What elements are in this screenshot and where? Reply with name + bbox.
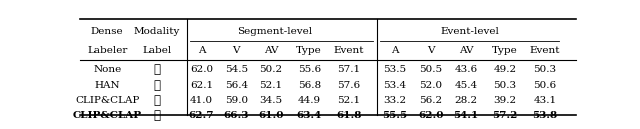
Text: 52.1: 52.1 <box>259 80 282 90</box>
Text: Labeler: Labeler <box>87 46 127 55</box>
Text: 53.5: 53.5 <box>383 65 406 74</box>
Text: 56.4: 56.4 <box>225 80 248 90</box>
Text: 45.4: 45.4 <box>454 80 477 90</box>
Text: 41.0: 41.0 <box>190 96 213 105</box>
Text: ✔: ✔ <box>154 109 161 122</box>
Text: 52.1: 52.1 <box>337 96 360 105</box>
Text: 50.3: 50.3 <box>533 65 556 74</box>
Text: ✔: ✔ <box>154 63 161 76</box>
Text: 61.8: 61.8 <box>336 111 362 120</box>
Text: 54.5: 54.5 <box>225 65 248 74</box>
Text: 62.0: 62.0 <box>190 65 213 74</box>
Text: CLIP&CLAP: CLIP&CLAP <box>73 111 142 120</box>
Text: Event: Event <box>333 46 364 55</box>
Text: V: V <box>232 46 240 55</box>
Text: Event-level: Event-level <box>440 27 499 36</box>
Text: CLIP&CLAP: CLIP&CLAP <box>75 96 140 105</box>
Text: 61.0: 61.0 <box>258 111 284 120</box>
Text: 44.9: 44.9 <box>298 96 321 105</box>
Text: 49.2: 49.2 <box>493 65 516 74</box>
Text: 54.1: 54.1 <box>453 111 479 120</box>
Text: 57.1: 57.1 <box>337 65 360 74</box>
Text: 33.2: 33.2 <box>383 96 406 105</box>
Text: 50.3: 50.3 <box>493 80 516 90</box>
Text: 56.2: 56.2 <box>419 96 442 105</box>
Text: 34.5: 34.5 <box>259 96 282 105</box>
Text: HAN: HAN <box>95 80 120 90</box>
Text: 62.0: 62.0 <box>418 111 444 120</box>
Text: 28.2: 28.2 <box>454 96 477 105</box>
Text: 62.7: 62.7 <box>189 111 214 120</box>
Text: ✔: ✔ <box>154 79 161 91</box>
Text: V: V <box>427 46 435 55</box>
Text: 50.6: 50.6 <box>533 80 556 90</box>
Text: Segment-level: Segment-level <box>237 27 313 36</box>
Text: Type: Type <box>296 46 322 55</box>
Text: 59.0: 59.0 <box>225 96 248 105</box>
Text: Label: Label <box>142 46 172 55</box>
Text: Event: Event <box>529 46 560 55</box>
Text: A: A <box>391 46 399 55</box>
Text: 55.6: 55.6 <box>298 65 321 74</box>
Text: 50.5: 50.5 <box>419 65 442 74</box>
Text: A: A <box>198 46 205 55</box>
Text: 62.1: 62.1 <box>190 80 213 90</box>
Text: AV: AV <box>459 46 473 55</box>
Text: 53.8: 53.8 <box>532 111 557 120</box>
Text: Dense: Dense <box>91 27 124 36</box>
Text: 50.2: 50.2 <box>259 65 282 74</box>
Text: ✘: ✘ <box>154 94 161 107</box>
Text: Modality: Modality <box>134 27 180 36</box>
Text: AV: AV <box>264 46 278 55</box>
Text: 53.4: 53.4 <box>383 80 406 90</box>
Text: 57.6: 57.6 <box>337 80 360 90</box>
Text: 66.3: 66.3 <box>223 111 249 120</box>
Text: 39.2: 39.2 <box>493 96 516 105</box>
Text: 63.4: 63.4 <box>296 111 322 120</box>
Text: 43.1: 43.1 <box>533 96 556 105</box>
Text: None: None <box>93 65 122 74</box>
Text: 56.8: 56.8 <box>298 80 321 90</box>
Text: 52.0: 52.0 <box>419 80 442 90</box>
Text: Type: Type <box>492 46 518 55</box>
Text: 43.6: 43.6 <box>454 65 477 74</box>
Text: 55.5: 55.5 <box>382 111 408 120</box>
Text: 57.2: 57.2 <box>492 111 518 120</box>
